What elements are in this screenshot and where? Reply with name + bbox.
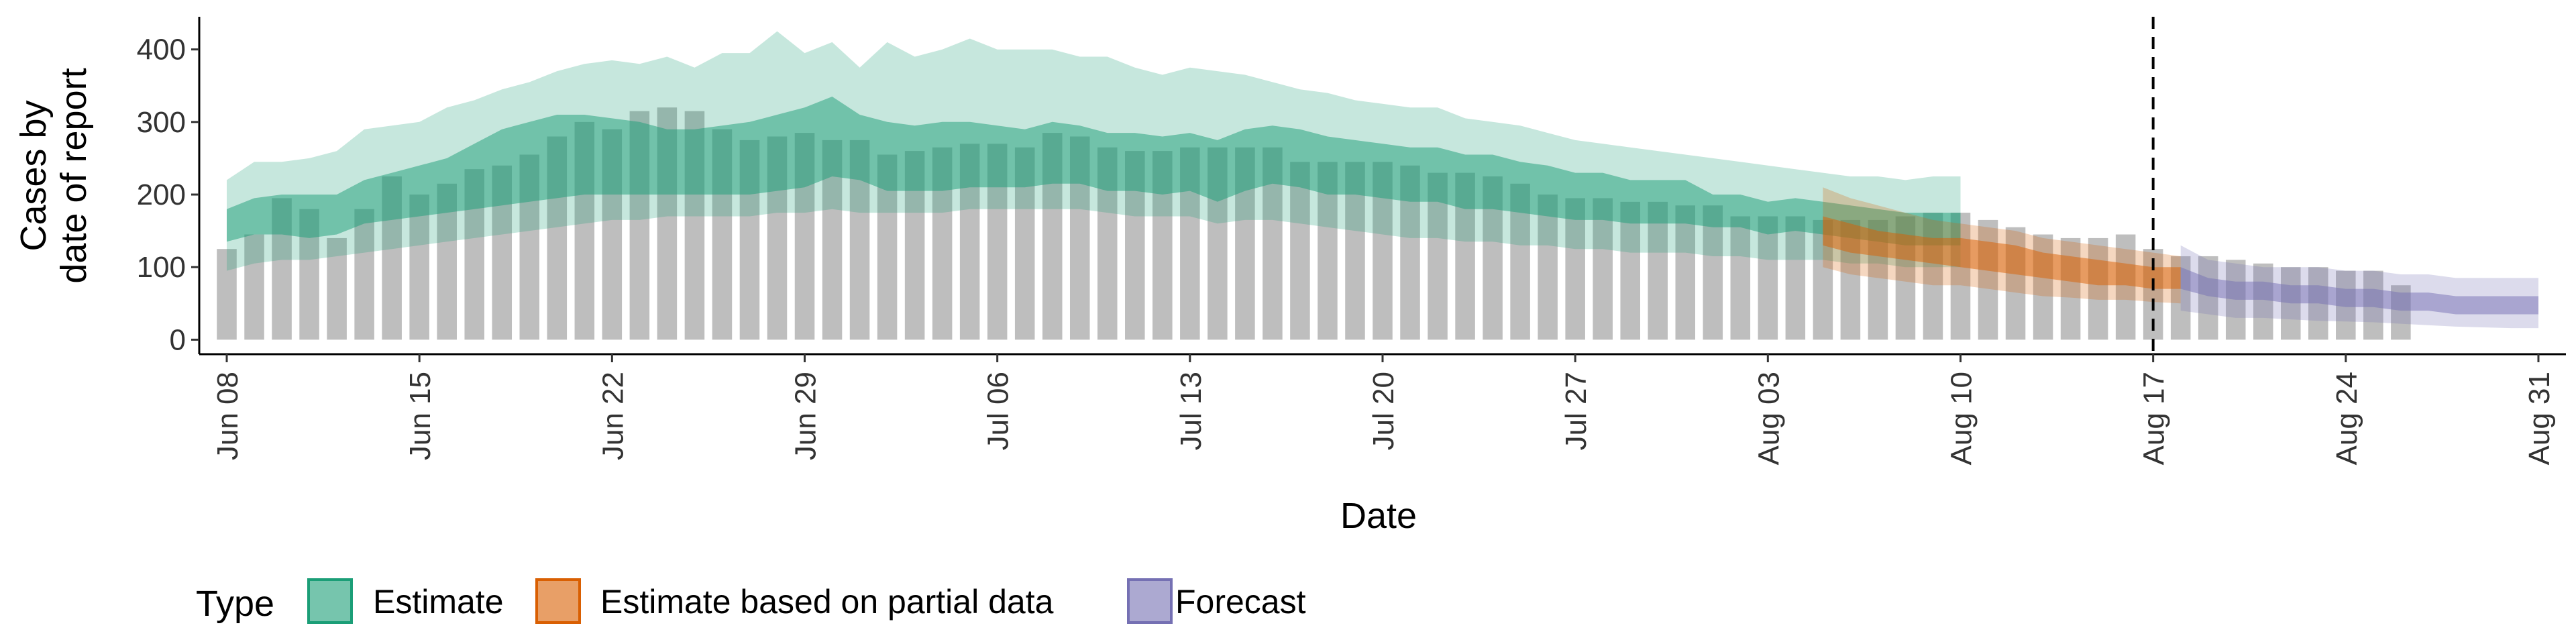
x-tick-label: Jun 15 (404, 372, 437, 460)
x-tick-label: Aug 17 (2138, 372, 2171, 465)
reported-cases-bar (2198, 256, 2218, 340)
x-tick-label: Jun 29 (790, 372, 822, 460)
y-axis-title-line-2: date of report (54, 68, 94, 283)
y-axis-ticks: 0 100 200 300 400 (137, 34, 199, 356)
reported-cases-bar (2115, 234, 2136, 340)
reported-cases-bar (1703, 205, 1723, 340)
reported-cases-bar (2088, 237, 2108, 340)
reported-cases-bar (217, 249, 237, 340)
x-tick-label: Jul 20 (1367, 372, 1400, 450)
estimate-based-on-partial-data-inner-band (1823, 216, 2181, 289)
reported-cases-bar (244, 234, 264, 340)
x-tick-label: Aug 24 (2330, 372, 2363, 465)
reported-cases-bar (1758, 216, 1778, 340)
reported-cases-bar (2060, 237, 2081, 340)
legend-label: Forecast (1175, 583, 1306, 621)
plot-area (217, 17, 2538, 354)
x-tick-label: Jul 06 (982, 372, 1015, 450)
reported-cases-bar (327, 237, 347, 340)
reported-cases-bar (1593, 198, 1613, 340)
x-tick-label: Jun 22 (596, 372, 629, 460)
y-tick-label: 100 (137, 251, 186, 284)
y-axis-title-line-1: Cases by (13, 100, 54, 251)
x-tick-label: Jul 27 (1560, 372, 1593, 450)
y-tick-label: 300 (137, 106, 186, 139)
x-tick-label: Aug 31 (2523, 372, 2556, 465)
legend-key (307, 578, 353, 624)
x-tick-label: Jun 08 (211, 372, 244, 460)
legend-label: Estimate based on partial data (600, 583, 1054, 621)
y-tick-label: 400 (137, 34, 186, 66)
x-tick-label: Jul 13 (1175, 372, 1208, 450)
reported-cases-bar (1978, 219, 1998, 340)
reported-cases-bar (1648, 201, 1668, 340)
reported-cases-bar (1565, 198, 1585, 340)
forecast-inner-band (2180, 267, 2538, 315)
legend: Type Estimate Estimate based on partial d… (196, 578, 1306, 624)
reported-cases-bar (2253, 263, 2273, 340)
legend-entries: Estimate Estimate based on partial data Fo… (307, 578, 1306, 624)
reported-cases-bar (1620, 201, 1640, 340)
legend-label: Estimate (373, 583, 504, 621)
reported-cases-bar (354, 209, 374, 340)
reported-cases-bar (409, 195, 429, 340)
reported-cases-bar (1675, 205, 1696, 340)
x-axis-ticks: Jun 08 Jun 15 Jun 22 Jun 29 Jul 06 Jul 13 Jul … (211, 354, 2556, 465)
legend-title: Type (196, 584, 274, 624)
estimate-ribbons (227, 31, 2538, 329)
reported-cases-bar (1730, 216, 1751, 340)
legend-key (1127, 578, 1173, 624)
reported-cases-bar (1290, 162, 1310, 340)
x-tick-label: Aug 03 (1752, 372, 1785, 465)
reported-cases-bar (1538, 195, 1558, 340)
x-tick-label: Aug 10 (1945, 372, 1978, 465)
legend-key (535, 578, 581, 624)
reported-cases-bar (1785, 216, 1806, 340)
y-tick-label: 200 (137, 178, 186, 211)
estimate-inner-band (227, 97, 1961, 246)
x-axis-title: Date (1340, 496, 1417, 536)
y-tick-label: 0 (170, 323, 186, 356)
